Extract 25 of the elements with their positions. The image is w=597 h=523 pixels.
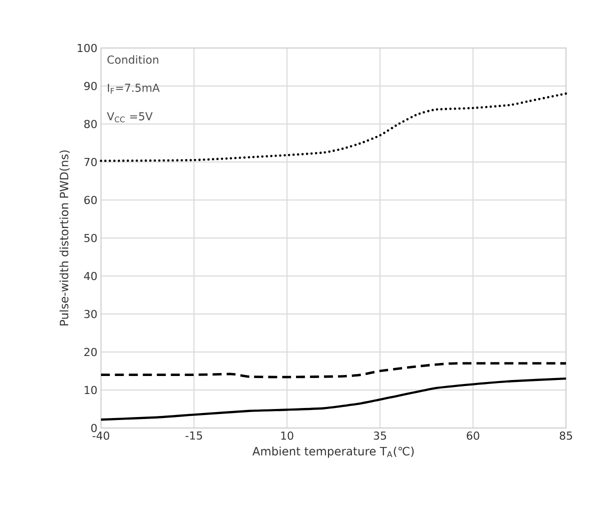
- x-tick-label: -40: [92, 432, 110, 440]
- y-tick-label: 80: [84, 120, 97, 128]
- y-tick-label: 60: [84, 196, 97, 204]
- y-tick-label: 90: [84, 82, 97, 90]
- y-tick-label: 10: [84, 386, 97, 394]
- line-series: [100, 377, 568, 421]
- annotation: I$_{F}$=7.5mA: [108, 84, 160, 94]
- x-axis-title: Ambient temperature T$_{A}$(℃): [252, 446, 414, 458]
- y-tick-label: 30: [84, 310, 97, 318]
- y-tick-label: 40: [84, 272, 97, 280]
- y-axis-title: Pulse-width distortion PWD(ns): [60, 150, 70, 326]
- y-tick-label: 0: [91, 424, 97, 432]
- x-tick-label: 85: [560, 432, 572, 440]
- x-tick-label: 60: [466, 432, 480, 440]
- annotation: Condition: [107, 55, 158, 64]
- x-tick-label: 10: [281, 432, 294, 440]
- y-tick-label: 20: [84, 348, 97, 356]
- y-tick-label: 70: [84, 158, 97, 166]
- line-series: [100, 362, 568, 378]
- line-series: [100, 92, 568, 162]
- annotation: V$_{CC}$ =5V: [106, 112, 153, 122]
- y-tick-label: 100: [78, 44, 97, 52]
- y-tick-label: 50: [84, 234, 97, 242]
- x-tick-label: 35: [374, 432, 386, 440]
- x-tick-label: -15: [186, 432, 202, 440]
